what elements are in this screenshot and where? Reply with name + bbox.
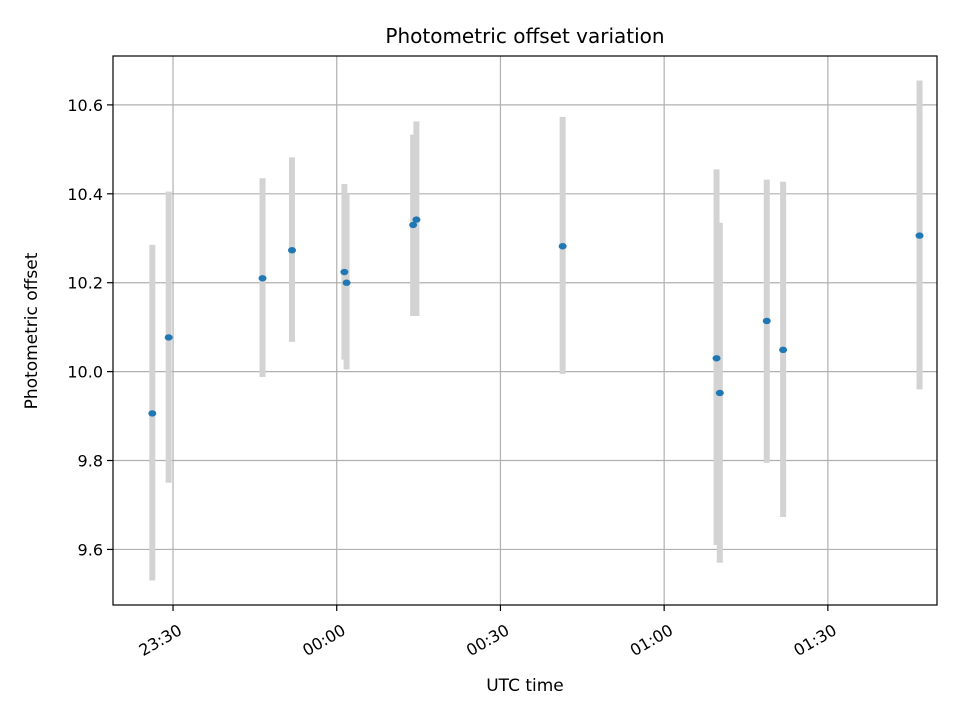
grid [113,56,937,605]
x-axis-label: UTC time [486,676,564,696]
data-point [409,221,418,229]
plot-frame [112,55,938,606]
y-axis-label: Photometric offset [22,252,42,409]
chart-title: Photometric offset variation [385,24,664,48]
data-point [342,279,351,286]
data-point [779,346,788,354]
data-point [287,247,296,254]
data-point [558,243,567,250]
y-ticks: 9.6 9.8 10.0 10.2 10.4 10.6 [67,96,113,559]
y-tick-label: 10.0 [67,363,103,382]
y-tick-label: 10.4 [67,185,103,204]
data-point [258,275,267,282]
data-point [164,334,173,341]
y-tick-label: 10.2 [67,274,103,293]
data-point [762,317,771,325]
y-tick-label: 10.6 [67,96,103,115]
data-point [915,232,924,239]
y-tick-label: 9.6 [78,540,103,559]
data-point [340,268,349,276]
y-tick-label: 9.8 [78,452,103,471]
data-point [715,389,724,397]
data-point [412,216,421,223]
data-point [148,410,157,417]
data-points [148,216,924,417]
data-point [712,355,721,362]
